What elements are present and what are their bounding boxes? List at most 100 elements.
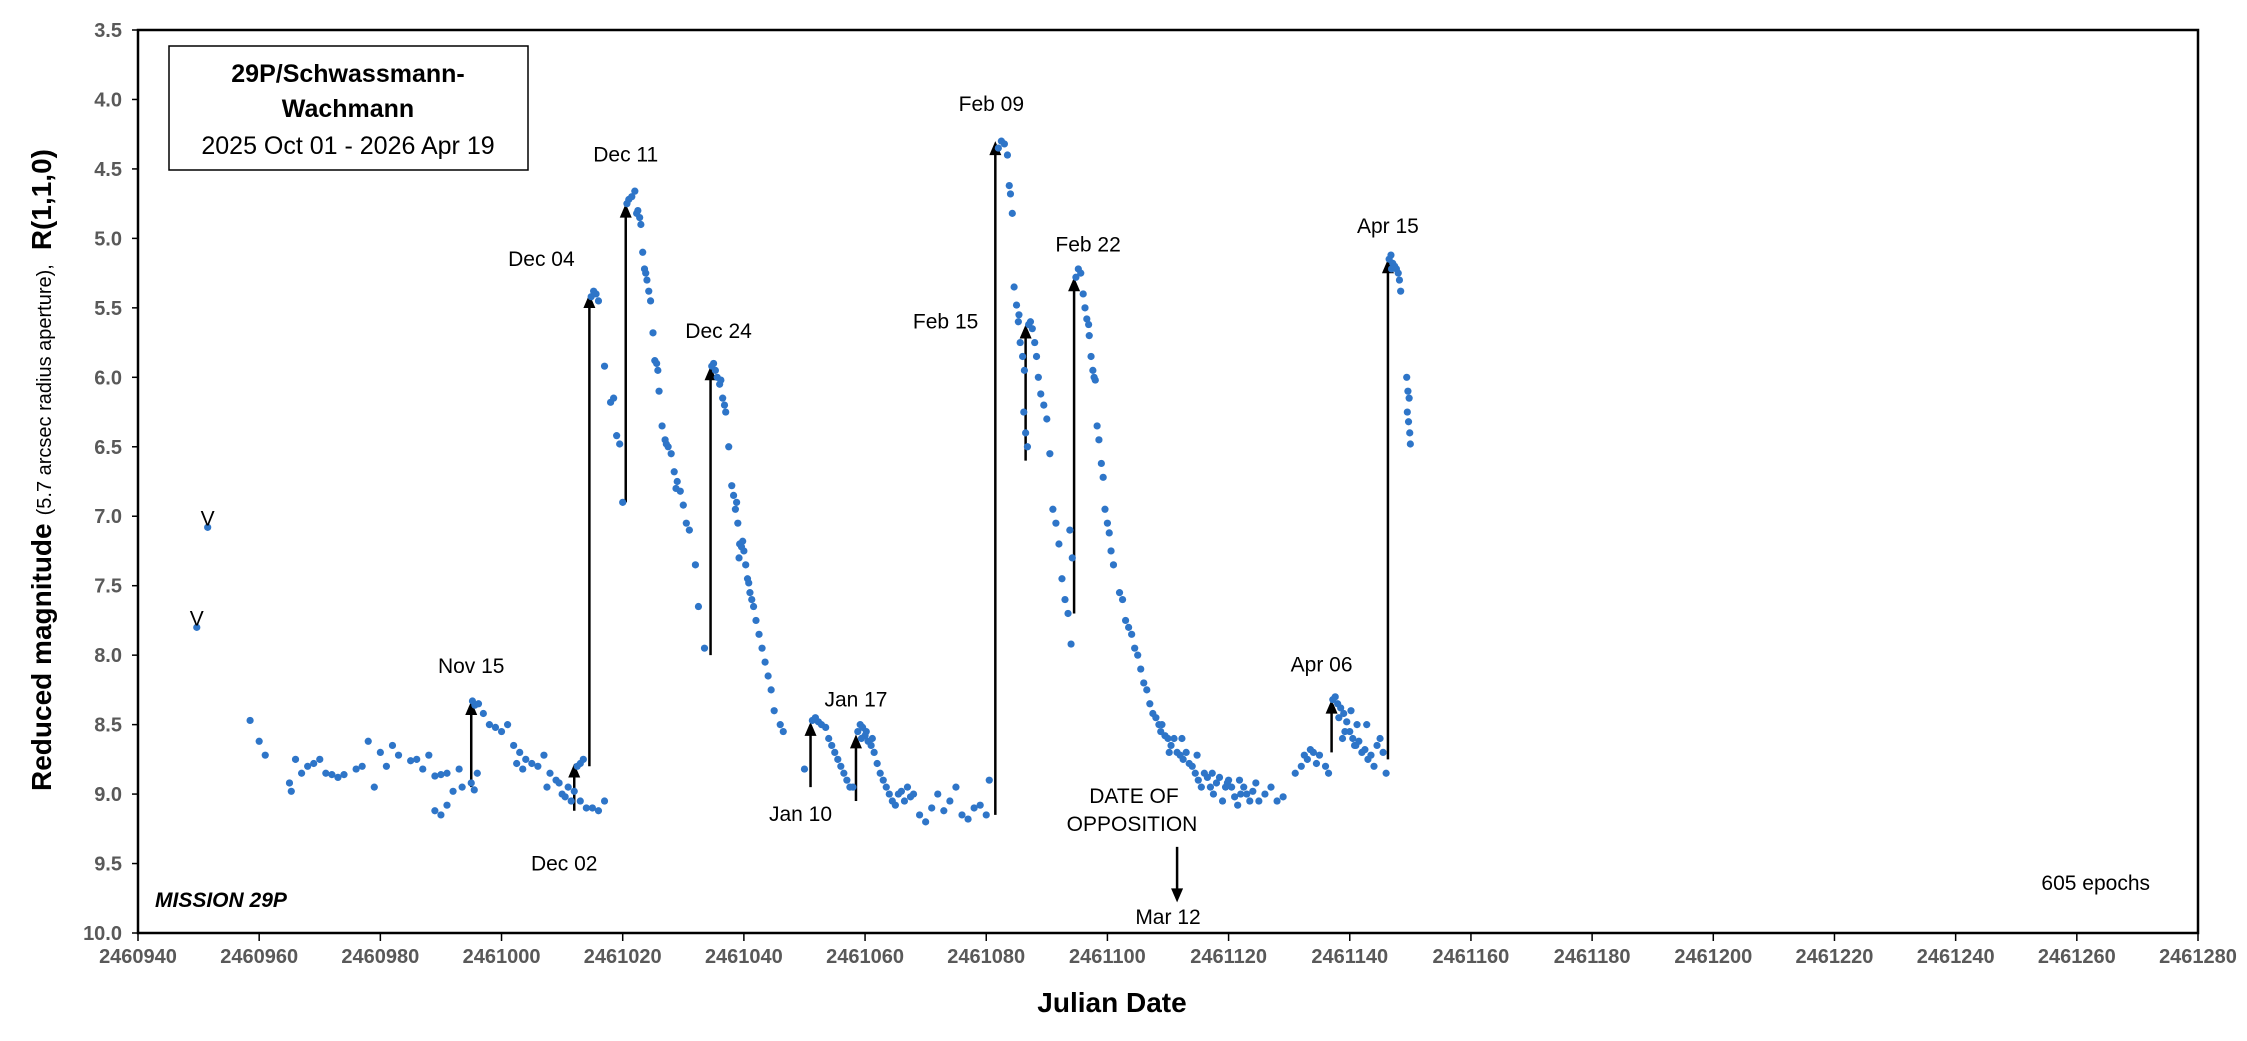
x-tick-label: 2461280 xyxy=(2159,946,2237,968)
data-point xyxy=(1376,734,1384,743)
epochs-label: 605 epochs xyxy=(2041,872,2150,895)
data-point xyxy=(1137,665,1145,673)
y-tick-label: 3.5 xyxy=(94,20,122,42)
y-axis-title-end: R(1,1,0) xyxy=(26,149,57,250)
data-point xyxy=(928,804,936,812)
data-point xyxy=(1140,679,1148,687)
outburst-label: Dec 24 xyxy=(685,320,752,343)
data-point xyxy=(1194,776,1202,784)
data-point xyxy=(564,783,572,791)
data-point xyxy=(849,783,857,791)
data-point xyxy=(291,755,300,763)
data-point xyxy=(1012,301,1021,309)
x-tick-label: 2461040 xyxy=(705,946,783,968)
data-point xyxy=(1367,751,1375,759)
data-point xyxy=(909,790,918,798)
data-point xyxy=(1191,769,1199,777)
data-point xyxy=(776,721,784,729)
y-axis-ticks: 3.5 4.0 4.5 5.0 5.5 6.0 6.5 7.0 7.5 8.0 8.5 9.0 9.5 1… xyxy=(83,20,138,945)
data-point xyxy=(297,769,306,777)
data-point xyxy=(1049,505,1057,513)
data-point xyxy=(1404,418,1413,426)
data-point xyxy=(600,362,609,370)
data-point xyxy=(285,779,294,787)
data-point xyxy=(610,394,618,402)
outburst-arrow xyxy=(465,700,478,788)
plot-area xyxy=(136,28,2200,935)
data-point xyxy=(419,765,427,773)
data-point xyxy=(1072,273,1080,281)
data-point xyxy=(1215,773,1224,782)
x-tick-label: 2461160 xyxy=(1433,946,1510,968)
data-point xyxy=(1028,325,1036,333)
data-point xyxy=(876,769,884,777)
data-point xyxy=(964,815,972,823)
data-point xyxy=(376,748,384,757)
data-point xyxy=(733,498,741,506)
data-point xyxy=(1193,751,1201,759)
data-point xyxy=(576,797,584,805)
data-point xyxy=(903,783,912,791)
y-tick-label: 5.0 xyxy=(94,228,122,250)
data-point xyxy=(1032,352,1041,361)
data-point xyxy=(485,721,494,729)
data-point xyxy=(1212,779,1221,787)
data-point xyxy=(1022,429,1030,437)
data-point xyxy=(1000,140,1009,148)
outburst-label: Jan 17 xyxy=(824,688,887,711)
data-point xyxy=(642,269,650,277)
outburst-arrow xyxy=(704,366,717,656)
data-point xyxy=(1079,290,1087,298)
data-point xyxy=(1321,762,1330,770)
data-point xyxy=(1208,769,1216,777)
data-point xyxy=(670,468,678,476)
y-tick-label: 7.0 xyxy=(94,506,122,528)
data-point xyxy=(645,287,653,295)
data-point xyxy=(1252,779,1260,787)
data-point xyxy=(352,765,360,773)
data-point xyxy=(364,737,372,745)
data-point xyxy=(1397,287,1405,295)
data-point xyxy=(976,801,984,809)
data-point xyxy=(1034,373,1042,381)
data-point xyxy=(1058,575,1066,583)
data-point xyxy=(970,804,978,812)
x-tick-label: 2461060 xyxy=(826,946,904,968)
data-point xyxy=(1340,709,1348,718)
data-point xyxy=(193,623,201,631)
outburst-labels: Nov 15 Dec 02 Dec 04 Dec 11 Dec 24 Jan 10 Jan … xyxy=(438,93,1419,876)
data-point xyxy=(982,811,990,819)
y-tick-label: 6.5 xyxy=(94,437,122,459)
data-point xyxy=(1404,387,1412,395)
data-point xyxy=(1261,790,1269,798)
data-point xyxy=(1403,373,1411,381)
data-point xyxy=(631,187,639,195)
data-point xyxy=(1240,783,1248,791)
data-point xyxy=(1105,529,1113,537)
data-point xyxy=(1170,734,1178,743)
data-point xyxy=(672,484,680,493)
data-point xyxy=(619,498,627,506)
x-tick-label: 2461000 xyxy=(463,946,541,968)
data-point xyxy=(1052,519,1060,527)
data-point xyxy=(915,811,924,819)
data-point xyxy=(1015,311,1023,319)
data-point xyxy=(694,602,703,611)
y-axis-title-sub: (5.7 arcsec radius aperture), xyxy=(34,264,56,515)
data-point xyxy=(868,734,876,743)
data-point xyxy=(691,561,700,569)
title-line-3: 2025 Oct 01 - 2026 Apr 19 xyxy=(201,132,494,160)
data-point xyxy=(800,765,809,773)
outburst-label: Feb 22 xyxy=(1055,233,1120,256)
data-point xyxy=(204,523,212,531)
data-point xyxy=(1134,651,1142,659)
outburst-label: Nov 15 xyxy=(438,655,505,678)
outburst-arrow xyxy=(849,734,862,802)
data-point xyxy=(1338,734,1347,743)
data-point xyxy=(503,721,512,729)
data-point xyxy=(455,765,463,773)
data-point xyxy=(592,290,600,298)
data-point xyxy=(731,505,740,513)
y-tick-label: 4.0 xyxy=(94,89,122,111)
data-point xyxy=(570,787,578,795)
